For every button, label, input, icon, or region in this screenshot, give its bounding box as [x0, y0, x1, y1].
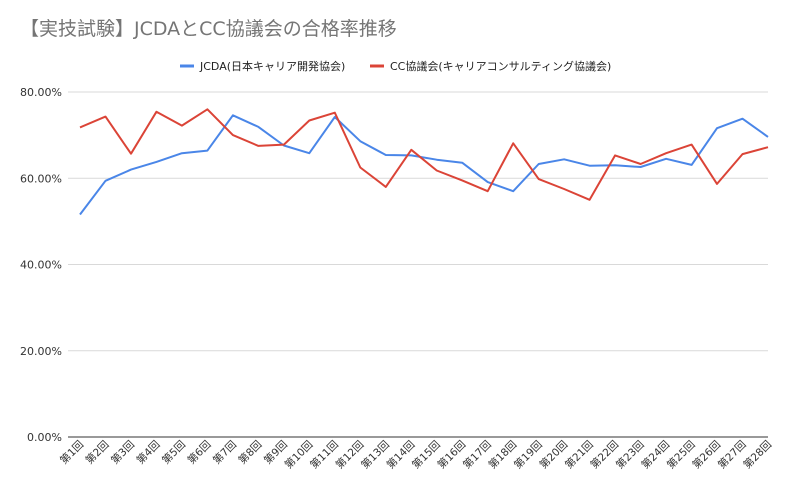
x-tick-label: 第5回: [159, 438, 188, 467]
series-lines: [79, 108, 769, 216]
y-axis-ticks: 0.00% 20.00% 40.00% 60.00% 80.00%: [20, 86, 62, 444]
series-line-cc: [79, 108, 769, 201]
gridlines: [68, 91, 768, 438]
x-tick-label: 第8回: [236, 438, 265, 467]
series-line-jcda: [79, 114, 769, 216]
chart-title: 【実技試験】JCDAとCC協議会の合格率推移: [20, 18, 397, 40]
x-tick-label: 第6回: [185, 438, 214, 467]
x-tick-label: 第3回: [108, 438, 137, 467]
x-tick-label: 第4回: [134, 438, 163, 467]
y-tick-label: 20.00%: [20, 345, 62, 358]
legend: JCDA(日本キャリア開発協会) CC協議会(キャリアコンサルティング協議会): [180, 59, 611, 73]
x-tick-label: 第7回: [210, 438, 239, 467]
y-tick-label: 80.00%: [20, 86, 62, 99]
x-tick-label: 第2回: [83, 438, 112, 467]
legend-label: JCDA(日本キャリア開発協会): [199, 59, 345, 73]
legend-label: CC協議会(キャリアコンサルティング協議会): [390, 59, 611, 73]
x-tick-label: 第28回: [741, 438, 774, 471]
y-tick-label: 60.00%: [20, 172, 62, 185]
y-tick-label: 40.00%: [20, 259, 62, 272]
x-axis-ticks: 第1回第2回第3回第4回第5回第6回第7回第8回第9回第10回第11回第12回第…: [57, 438, 774, 471]
y-tick-label: 0.00%: [27, 431, 62, 444]
